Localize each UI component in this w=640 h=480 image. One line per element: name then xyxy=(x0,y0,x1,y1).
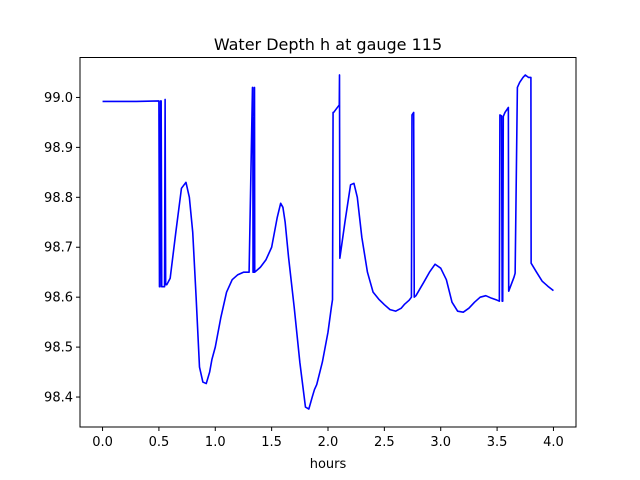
y-tick-label: 98.6 xyxy=(44,291,73,306)
y-tick-label: 98.4 xyxy=(44,391,73,406)
x-tick-label: 1.5 xyxy=(261,435,282,450)
x-tick-label: 0.0 xyxy=(92,435,113,450)
y-tick-label: 98.7 xyxy=(44,241,73,256)
x-tick-label: 2.0 xyxy=(318,435,339,450)
x-tick-label: 0.5 xyxy=(149,435,170,450)
x-tick-label: 1.0 xyxy=(205,435,226,450)
y-tick-label: 98.9 xyxy=(44,141,73,156)
y-tick-label: 99.0 xyxy=(44,91,73,106)
x-axis-label: hours xyxy=(310,457,347,472)
series-line xyxy=(102,74,554,410)
plot-area xyxy=(102,74,554,410)
y-tick-label: 98.5 xyxy=(44,341,73,356)
x-axis: 0.0 0.5 1.0 1.5 2.0 2.5 3.0 3.5 4.0 xyxy=(92,427,564,450)
x-tick-label: 3.0 xyxy=(430,435,451,450)
chart-title: Water Depth h at gauge 115 xyxy=(214,35,442,54)
x-tick-label: 3.5 xyxy=(487,435,508,450)
y-axis: 98.4 98.5 98.6 98.7 98.8 98.9 99.0 xyxy=(44,91,80,406)
x-tick-label: 2.5 xyxy=(374,435,395,450)
y-tick-label: 98.8 xyxy=(44,191,73,206)
x-tick-label: 4.0 xyxy=(543,435,564,450)
